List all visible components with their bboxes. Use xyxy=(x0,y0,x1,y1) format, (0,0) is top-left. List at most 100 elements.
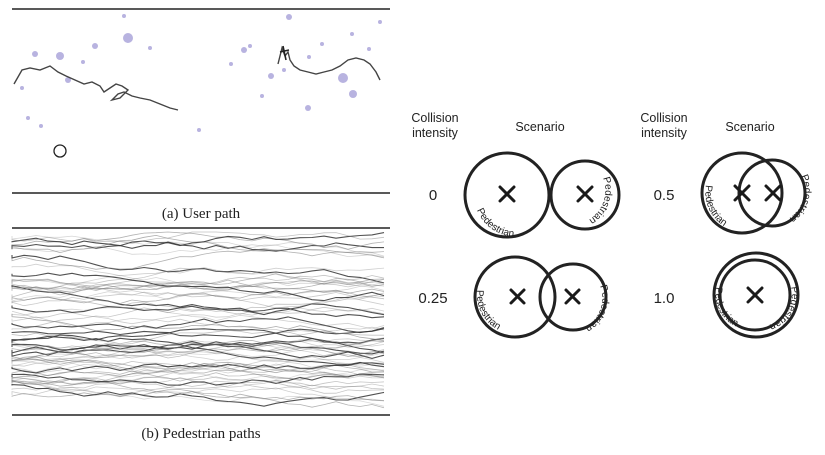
pedestrian-trajectory xyxy=(11,380,385,402)
pedestrian-trajectory xyxy=(11,364,385,377)
pedestrian-dot xyxy=(268,73,274,79)
pedestrian-label: Pedestrian xyxy=(702,185,729,229)
intensity-value-0: 0 xyxy=(429,187,437,204)
pedestrian-dots xyxy=(20,14,382,132)
pedestrian-circle-2 xyxy=(538,262,608,332)
x-mark-icon xyxy=(509,288,526,305)
scenario-row-0: 0 Pedestrian Pedestrian xyxy=(429,151,621,240)
pedestrian-trajectory xyxy=(11,242,385,257)
pedestrian-trajectory xyxy=(11,341,385,354)
pedestrian-trajectory xyxy=(11,291,385,307)
pedestrian-dot xyxy=(307,55,311,59)
pedestrian-label: Pedestrian xyxy=(474,290,503,333)
user-path-marker xyxy=(279,45,290,61)
header-scenario-right: Scenario xyxy=(725,120,774,134)
pedestrian-dot xyxy=(305,105,311,111)
pedestrian-dot xyxy=(81,60,85,64)
pedestrian-trajectory xyxy=(11,278,385,300)
pedestrian-trajectory xyxy=(11,337,385,362)
pedestrian-trajectory xyxy=(11,313,385,342)
pedestrian-dot xyxy=(350,32,354,36)
pedestrian-trajectory xyxy=(11,235,385,258)
pedestrian-circle-1 xyxy=(473,255,557,339)
pedestrian-trajectory xyxy=(11,328,385,339)
pedestrian-trajectory xyxy=(11,328,385,344)
pedestrian-circle-1 xyxy=(712,251,800,339)
x-mark-icon xyxy=(764,184,782,202)
pedestrian-dot xyxy=(197,128,201,132)
pedestrian-dot xyxy=(20,86,24,90)
intensity-value-0-25: 0.25 xyxy=(418,290,447,307)
pedestrian-trajectory xyxy=(11,267,385,291)
x-mark-icon xyxy=(498,185,516,203)
scenario-row-0-25: 0.25 Pedestrian Pedestrian xyxy=(418,255,610,339)
x-mark-icon xyxy=(564,288,581,305)
scenario-row-1-0: 1.0 Pedestrian Pedestrian xyxy=(654,251,800,339)
pedestrian-trajectory xyxy=(11,361,385,383)
pedestrian-circle-1 xyxy=(463,151,551,239)
pedestrian-trajectory xyxy=(11,360,385,382)
pedestrian-dot xyxy=(92,43,98,49)
pedestrian-trajectory xyxy=(11,310,385,333)
pedestrian-trajectory xyxy=(11,282,385,291)
pedestrian-dot xyxy=(286,14,292,20)
pedestrian-dot xyxy=(32,51,38,57)
pedestrian-trajectory xyxy=(11,341,385,367)
pedestrian-trajectory xyxy=(11,340,385,367)
caption-pedestrian-paths: (b) Pedestrian paths xyxy=(141,426,260,442)
pedestrian-trajectory xyxy=(11,341,385,357)
pedestrian-trajectory xyxy=(11,339,385,364)
pedestrian-trajectory xyxy=(11,329,384,349)
pedestrian-dot xyxy=(349,90,357,98)
header-collision-intensity-right-line1: Collision xyxy=(640,111,687,125)
intensity-value-1-0: 1.0 xyxy=(654,290,675,307)
pedestrian-trajectory xyxy=(11,272,385,302)
user-path-line-right xyxy=(277,45,381,81)
pedestrian-trajectory xyxy=(11,344,385,368)
pedestrian-trajectory xyxy=(11,332,385,357)
intensity-value-0-5: 0.5 xyxy=(654,187,675,204)
pedestrian-trajectory xyxy=(11,232,385,247)
pedestrian-trajectory xyxy=(11,338,385,359)
pedestrian-trajectory xyxy=(11,335,385,359)
pedestrian-label: Pedestrian xyxy=(712,287,740,330)
pedestrian-dot xyxy=(378,20,382,24)
pedestrian-trajectory xyxy=(11,353,385,370)
pedestrian-paths-panel xyxy=(11,227,390,416)
pedestrian-trajectory xyxy=(11,305,385,319)
pedestrian-trajectory xyxy=(11,248,385,270)
pedestrian-trajectory xyxy=(11,352,385,380)
x-mark-icon xyxy=(746,286,764,304)
pedestrian-dot xyxy=(65,77,71,83)
pedestrian-circle-2 xyxy=(549,159,621,231)
pedestrian-trajectory xyxy=(11,316,385,334)
header-collision-intensity-left-line2: intensity xyxy=(412,126,459,140)
pedestrian-trajectory xyxy=(11,384,385,407)
pedestrian-label: Pedestrian xyxy=(787,173,812,225)
pedestrian-circle-1 xyxy=(700,151,784,235)
pedestrian-trajectory xyxy=(11,380,385,402)
pedestrian-trajectory xyxy=(11,231,385,244)
pedestrian-trajectory xyxy=(11,234,385,259)
pedestrian-dot xyxy=(320,42,324,46)
pedestrian-dot xyxy=(282,68,286,72)
pedestrian-dot xyxy=(338,73,348,83)
pedestrian-trajectories xyxy=(11,231,385,409)
pedestrian-trajectory xyxy=(11,263,385,277)
caption-user-path: (a) User path xyxy=(162,206,241,222)
x-mark-icon xyxy=(576,185,594,203)
user-path-panel xyxy=(12,8,390,194)
pedestrian-trajectory xyxy=(11,307,385,327)
pedestrian-trajectory xyxy=(11,377,385,395)
pedestrian-trajectory xyxy=(11,306,385,330)
pedestrian-dot xyxy=(148,46,152,50)
pedestrian-dot xyxy=(56,52,64,60)
pedestrian-trajectory xyxy=(11,373,385,386)
pedestrian-circle-2 xyxy=(718,258,792,332)
pedestrian-label: Pedestrian xyxy=(768,286,800,332)
header-scenario-left: Scenario xyxy=(515,120,564,134)
header-collision-intensity-left-line1: Collision xyxy=(411,111,458,125)
user-avatar-circle xyxy=(53,144,67,158)
pedestrian-trajectory xyxy=(11,376,385,390)
